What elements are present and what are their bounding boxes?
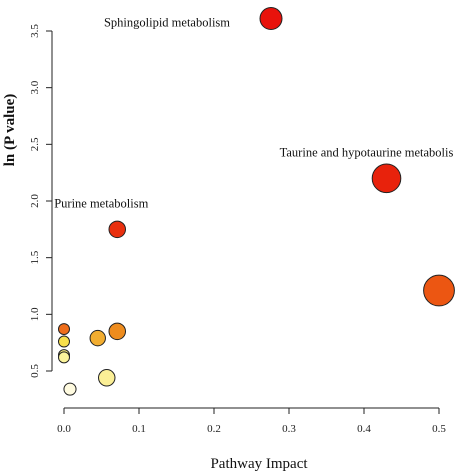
point-annotation: Sphingolipid metabolism (104, 16, 230, 30)
x-tick-label: 0.3 (282, 423, 296, 435)
y-tick-label: 3.5 (29, 24, 41, 38)
y-tick-label: 1.5 (29, 250, 41, 264)
y-tick-label: 0.5 (29, 364, 41, 378)
data-point (58, 335, 70, 348)
y-tick-label: 2.5 (29, 137, 41, 151)
x-axis-title: Pathway Impact (210, 456, 308, 472)
points-layer (58, 7, 455, 396)
data-point (58, 323, 70, 336)
axes: 0.0 0.1 0.2 0.3 0.4 0.5 0.5 1.0 1.5 2.0 2.5 3.0 3.5 (29, 24, 446, 435)
annotations-layer: Sphingolipid metabolism Taurine and hypot… (54, 16, 453, 211)
data-point (98, 369, 116, 387)
data-point (371, 163, 402, 194)
y-tick-label: 2.0 (29, 194, 41, 208)
x-tick-label: 0.2 (207, 423, 221, 435)
data-point (259, 7, 283, 31)
x-tick-label: 0.1 (132, 423, 146, 435)
x-tick-label: 0.5 (432, 423, 446, 435)
data-point (423, 274, 455, 307)
x-tick-label: 0.4 (357, 423, 371, 435)
data-point (108, 322, 126, 341)
data-point (58, 351, 70, 364)
y-tick-label: 3.0 (29, 80, 41, 94)
point-annotation: Purine metabolism (54, 196, 148, 210)
y-axis-title: ln (P value) (2, 94, 18, 167)
data-point (108, 220, 126, 239)
x-tick-label: 0.0 (57, 423, 71, 435)
data-point (89, 329, 106, 347)
data-point (63, 382, 77, 396)
point-annotation: Taurine and hypotaurine metabolis (280, 145, 454, 159)
y-tick-label: 1.0 (29, 307, 41, 321)
